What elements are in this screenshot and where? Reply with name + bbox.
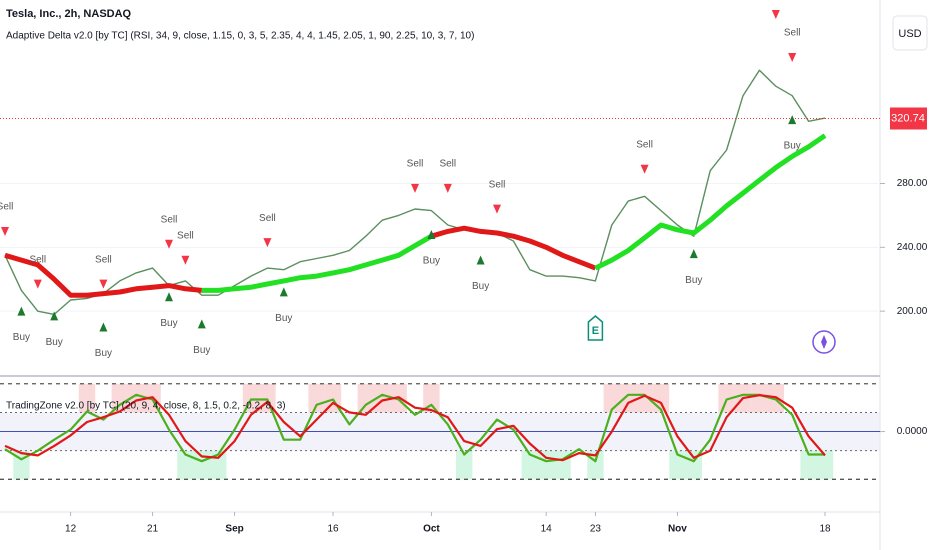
sell-marker [443,183,452,193]
buy-label: Buy [275,313,292,324]
y-tick-label: 0.0000 [897,426,928,437]
buy-label: Buy [160,318,177,329]
buy-label: Buy [13,332,30,343]
buy-label: Buy [95,348,112,359]
indicator-title: Adaptive Delta v2.0 [by TC] (RSI, 34, 9,… [6,31,474,42]
oversold-zone [538,450,555,480]
earnings-label: E [592,325,599,337]
sell-label: Sell [161,214,178,225]
buy-label: Buy [685,275,702,286]
sell-label: Sell [177,230,194,241]
x-tick-label: 14 [541,524,553,535]
last-price-tag [890,107,927,130]
sell-marker [263,238,272,248]
overbought-zone [718,383,735,413]
oversold-zone [816,450,834,480]
overbought-zone [751,383,768,413]
sell-marker [411,183,419,193]
buy-label: Buy [46,337,63,348]
series-line [201,133,827,293]
sell-marker [788,53,797,63]
sell-label: Sell [29,254,46,265]
buy-marker [689,249,698,259]
buy-marker [197,319,206,329]
oversold-zone [456,450,473,480]
sell-marker [493,204,501,214]
buy-label: Buy [472,281,489,292]
sell-label: Sell [259,213,276,224]
sell-label: Sell [439,159,456,170]
x-tick-label: 12 [65,524,77,535]
sell-marker [1,226,9,236]
series-line [4,225,597,298]
y-tick-label: 200.00 [897,306,928,317]
last-price-label: 320.74 [891,112,925,124]
chart-title: Tesla, Inc., 2h, NASDAQ [6,8,132,20]
overbought-zone [636,383,653,413]
buy-marker [99,322,108,332]
sell-marker [33,279,42,289]
overbought-zone [78,383,96,413]
overbought-zone [111,383,128,413]
oversold-zone [685,450,702,480]
sell-marker [165,239,173,249]
buy-label: Buy [784,141,801,152]
sell-marker [181,255,190,265]
overbought-zone [308,383,325,413]
buy-label: Buy [423,256,440,267]
x-tick-label: Sep [225,524,243,535]
currency: USD [898,28,921,40]
sell-label: Sell [489,179,506,190]
currency-box[interactable] [892,15,928,51]
y-tick-label: 280.00 [897,178,928,189]
buy-marker [165,292,173,302]
x-tick-label: Nov [668,524,687,535]
buy-marker [476,255,485,265]
plot: 200.00 240.00 280.00 320.74 Sell Sell Sell Sell… [0,9,928,535]
x-tick-label: 21 [147,524,159,535]
replay-icon[interactable] [812,330,836,354]
buy-marker [17,306,26,316]
x-tick-label: 23 [590,524,602,535]
x-tick-label: 16 [327,524,339,535]
oversold-zone [521,450,538,480]
overbought-zone [620,383,637,413]
overbought-zone [423,383,440,413]
series-line [4,393,825,463]
sell-label: Sell [636,139,653,150]
buy-marker [427,229,436,239]
overbought-zone [357,383,374,413]
y-tick-label: 240.00 [897,242,928,253]
x-tick-label: Oct [423,524,440,535]
oversold-zone [669,450,686,480]
buy-marker [279,287,288,297]
sell-marker [640,164,649,174]
oversold-zone [800,450,817,480]
series-line [4,394,826,462]
buy-marker [50,311,59,321]
sell-label: Sell [95,254,112,265]
sell-label: Sell [407,159,424,170]
x-tick-label: 18 [819,524,831,535]
buy-marker [788,115,797,125]
oversold-zone [177,450,194,480]
sell-marker [99,279,108,289]
icon-diamond [821,335,827,349]
sell-marker [771,9,780,19]
oscillator-title: TradingZone v2.0 [by TC] (20, 9, 4, clos… [6,401,286,412]
sell-label: Sell [784,28,801,39]
buy-label: Buy [193,345,210,356]
overbought-zone [128,383,145,413]
earnings-badge [587,315,604,341]
sell-label: Sell [0,202,13,213]
